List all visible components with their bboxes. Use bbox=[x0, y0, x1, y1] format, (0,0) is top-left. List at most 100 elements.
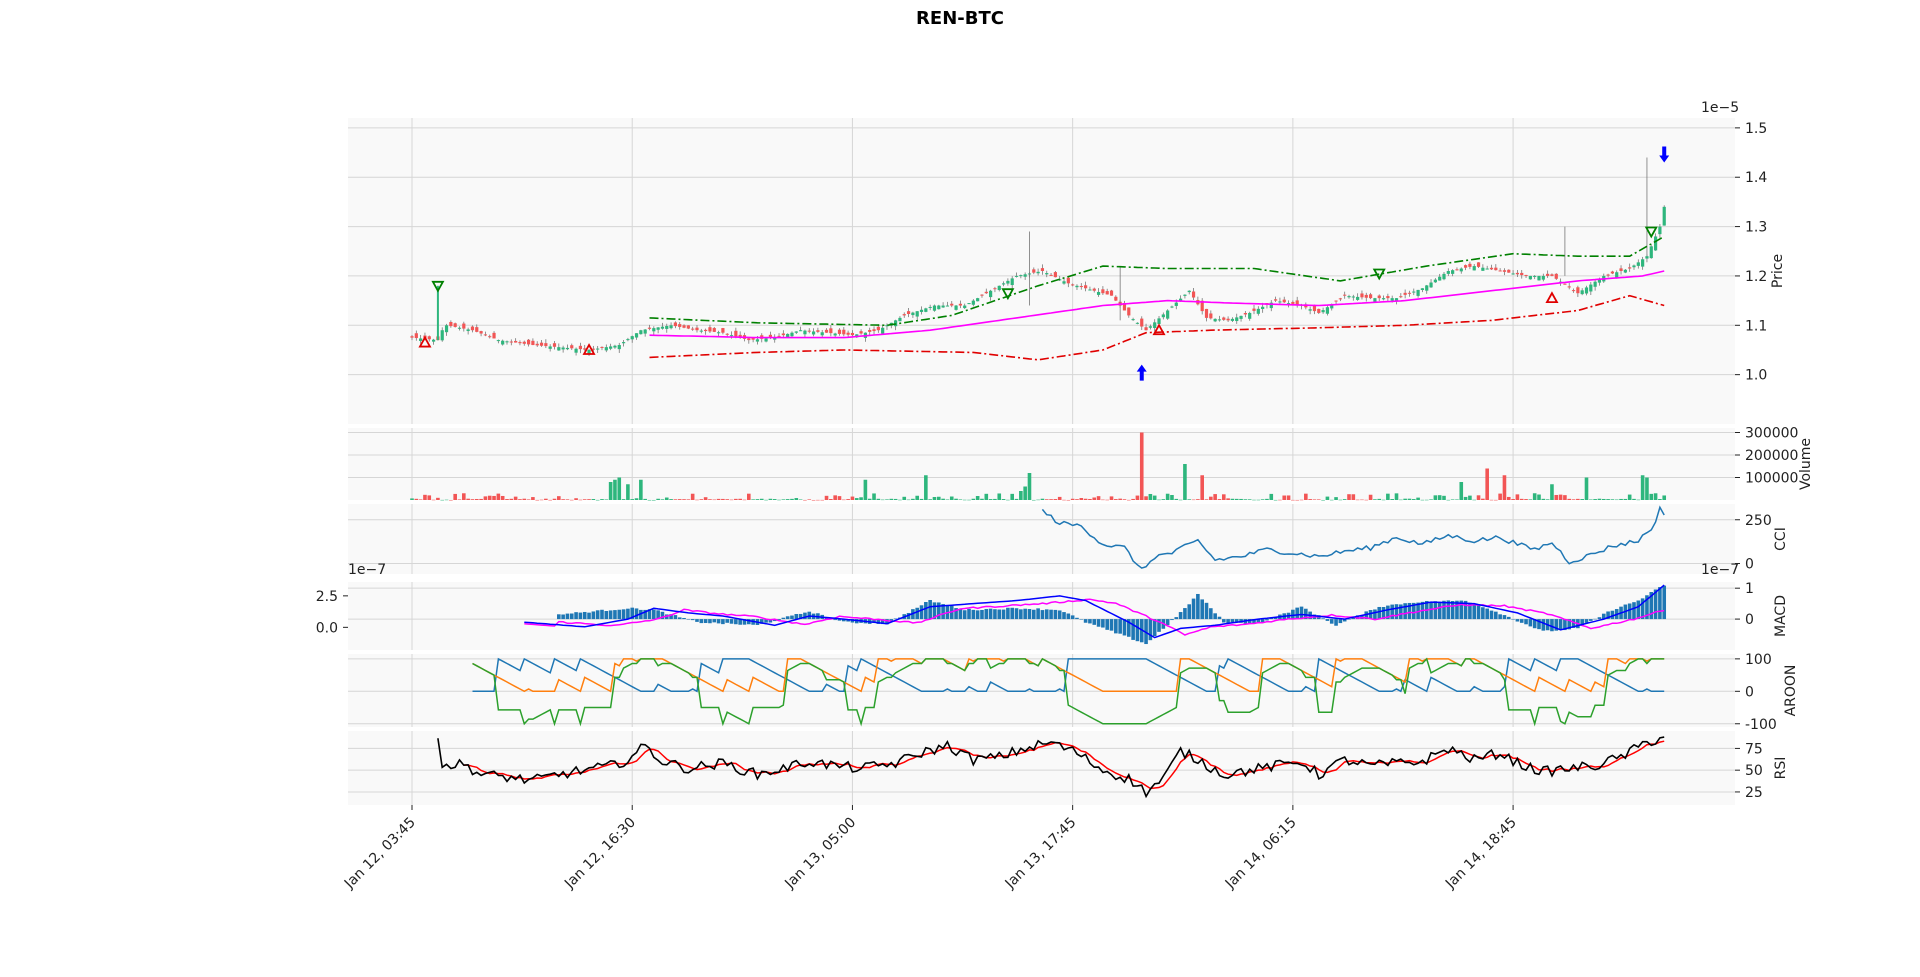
candle-body bbox=[1476, 262, 1481, 267]
volume-bar bbox=[842, 499, 846, 501]
y-axis-label: AROON bbox=[1783, 665, 1799, 717]
volume-bar bbox=[552, 498, 557, 500]
candle-body bbox=[803, 330, 807, 335]
macd-hist-bar bbox=[1515, 619, 1520, 622]
macd-hist-bar bbox=[803, 612, 807, 620]
macd-hist-bar bbox=[1001, 609, 1006, 620]
macd-hist-bar bbox=[1658, 587, 1662, 620]
volume-bar bbox=[544, 498, 548, 500]
volume-bar bbox=[613, 479, 617, 500]
macd-hist-bar bbox=[1494, 611, 1498, 620]
candle-body bbox=[1360, 293, 1364, 298]
volume-bar bbox=[794, 498, 799, 500]
candle-body bbox=[1623, 269, 1627, 273]
volume-bar bbox=[1066, 499, 1071, 501]
macd-hist-bar bbox=[1299, 606, 1304, 620]
volume-bar bbox=[1554, 494, 1559, 500]
y-tick-label: 100000 bbox=[1745, 471, 1798, 487]
y-tick-label: 75 bbox=[1745, 741, 1763, 757]
volume-bar bbox=[1295, 499, 1299, 501]
volume-bar bbox=[630, 499, 635, 500]
candle-body bbox=[1433, 279, 1437, 283]
volume-bar bbox=[600, 499, 604, 500]
volume-bar bbox=[759, 498, 764, 500]
volume-bar bbox=[526, 499, 531, 500]
candle-body bbox=[505, 341, 509, 343]
volume-bar bbox=[647, 499, 652, 501]
macd-hist-bar bbox=[980, 609, 984, 620]
candle-body bbox=[1321, 310, 1325, 313]
candle-body bbox=[626, 339, 630, 341]
volume-bar bbox=[777, 499, 781, 501]
candle-body bbox=[1524, 274, 1528, 276]
volume-bar bbox=[1057, 496, 1062, 500]
candle-body bbox=[1101, 289, 1105, 294]
macd-hist-bar bbox=[1563, 619, 1567, 631]
candle-body bbox=[1066, 277, 1070, 284]
candle-body bbox=[954, 305, 958, 310]
candle-body bbox=[1088, 289, 1092, 291]
candle-body bbox=[1589, 284, 1593, 292]
macd-hist-bar bbox=[1511, 618, 1515, 620]
candle-body bbox=[1325, 307, 1330, 314]
volume-bar bbox=[591, 499, 596, 500]
candle-body bbox=[1425, 285, 1429, 291]
panel-background bbox=[348, 654, 1735, 727]
volume-bar bbox=[474, 498, 479, 500]
y-tick-label: 300000 bbox=[1745, 426, 1798, 442]
candle-body bbox=[837, 329, 842, 334]
macd-hist-bar bbox=[984, 608, 989, 620]
candle-body bbox=[1399, 296, 1403, 298]
macd-hist-bar bbox=[928, 600, 932, 620]
macd-hist-bar bbox=[1636, 600, 1641, 620]
volume-bar bbox=[919, 498, 924, 500]
macd-hist-bar bbox=[1109, 619, 1114, 631]
macd-offset-text-right: 1e−7 bbox=[1701, 562, 1739, 578]
candle-body bbox=[1075, 285, 1079, 288]
volume-bar bbox=[522, 498, 527, 500]
candle-body bbox=[1343, 294, 1347, 296]
candle-body bbox=[721, 328, 725, 333]
volume-bar bbox=[608, 482, 613, 500]
volume-bar bbox=[1519, 498, 1524, 500]
macd-hist-bar bbox=[669, 614, 673, 620]
candle-body bbox=[1584, 287, 1589, 294]
sell-arrow-icon bbox=[1659, 146, 1670, 163]
macd-hist-bar bbox=[630, 607, 635, 620]
candle-body bbox=[479, 331, 483, 334]
macd-hist-bar bbox=[686, 619, 691, 620]
volume-bar bbox=[1049, 499, 1053, 500]
up-triangle-marker bbox=[418, 335, 432, 348]
macd-hist-bar bbox=[962, 610, 967, 620]
x-tick-label: Jan 14, 18:45 bbox=[1442, 815, 1520, 893]
candle-body bbox=[1489, 267, 1494, 270]
candle-body bbox=[695, 327, 699, 331]
candle-body bbox=[924, 308, 928, 312]
down-triangle-marker bbox=[1644, 226, 1658, 239]
volume-bar bbox=[811, 499, 816, 501]
candle-body bbox=[1537, 275, 1541, 281]
panel-background bbox=[348, 428, 1735, 500]
macd-hist-bar bbox=[1506, 616, 1511, 620]
candle-body bbox=[561, 347, 565, 350]
candle-body bbox=[729, 335, 734, 337]
volume-bar bbox=[1031, 499, 1036, 501]
candle-body bbox=[876, 326, 880, 331]
volume-bar bbox=[1170, 495, 1174, 500]
volume-bar bbox=[695, 499, 699, 501]
macd-hist-bar bbox=[759, 619, 764, 624]
volume-bar bbox=[500, 495, 505, 500]
volume-bar bbox=[1411, 499, 1416, 500]
macd-hist-bar bbox=[842, 619, 846, 622]
volume-bar bbox=[1580, 499, 1584, 500]
volume-bar bbox=[902, 496, 907, 500]
volume-bar bbox=[975, 496, 980, 500]
candle-body bbox=[790, 332, 794, 337]
macd-hist-bar bbox=[647, 609, 652, 620]
candle-body bbox=[1511, 273, 1515, 275]
candle-body bbox=[449, 321, 453, 327]
volume-bar bbox=[1450, 499, 1455, 500]
candle-body bbox=[600, 346, 604, 348]
volume-bar bbox=[1260, 499, 1265, 500]
